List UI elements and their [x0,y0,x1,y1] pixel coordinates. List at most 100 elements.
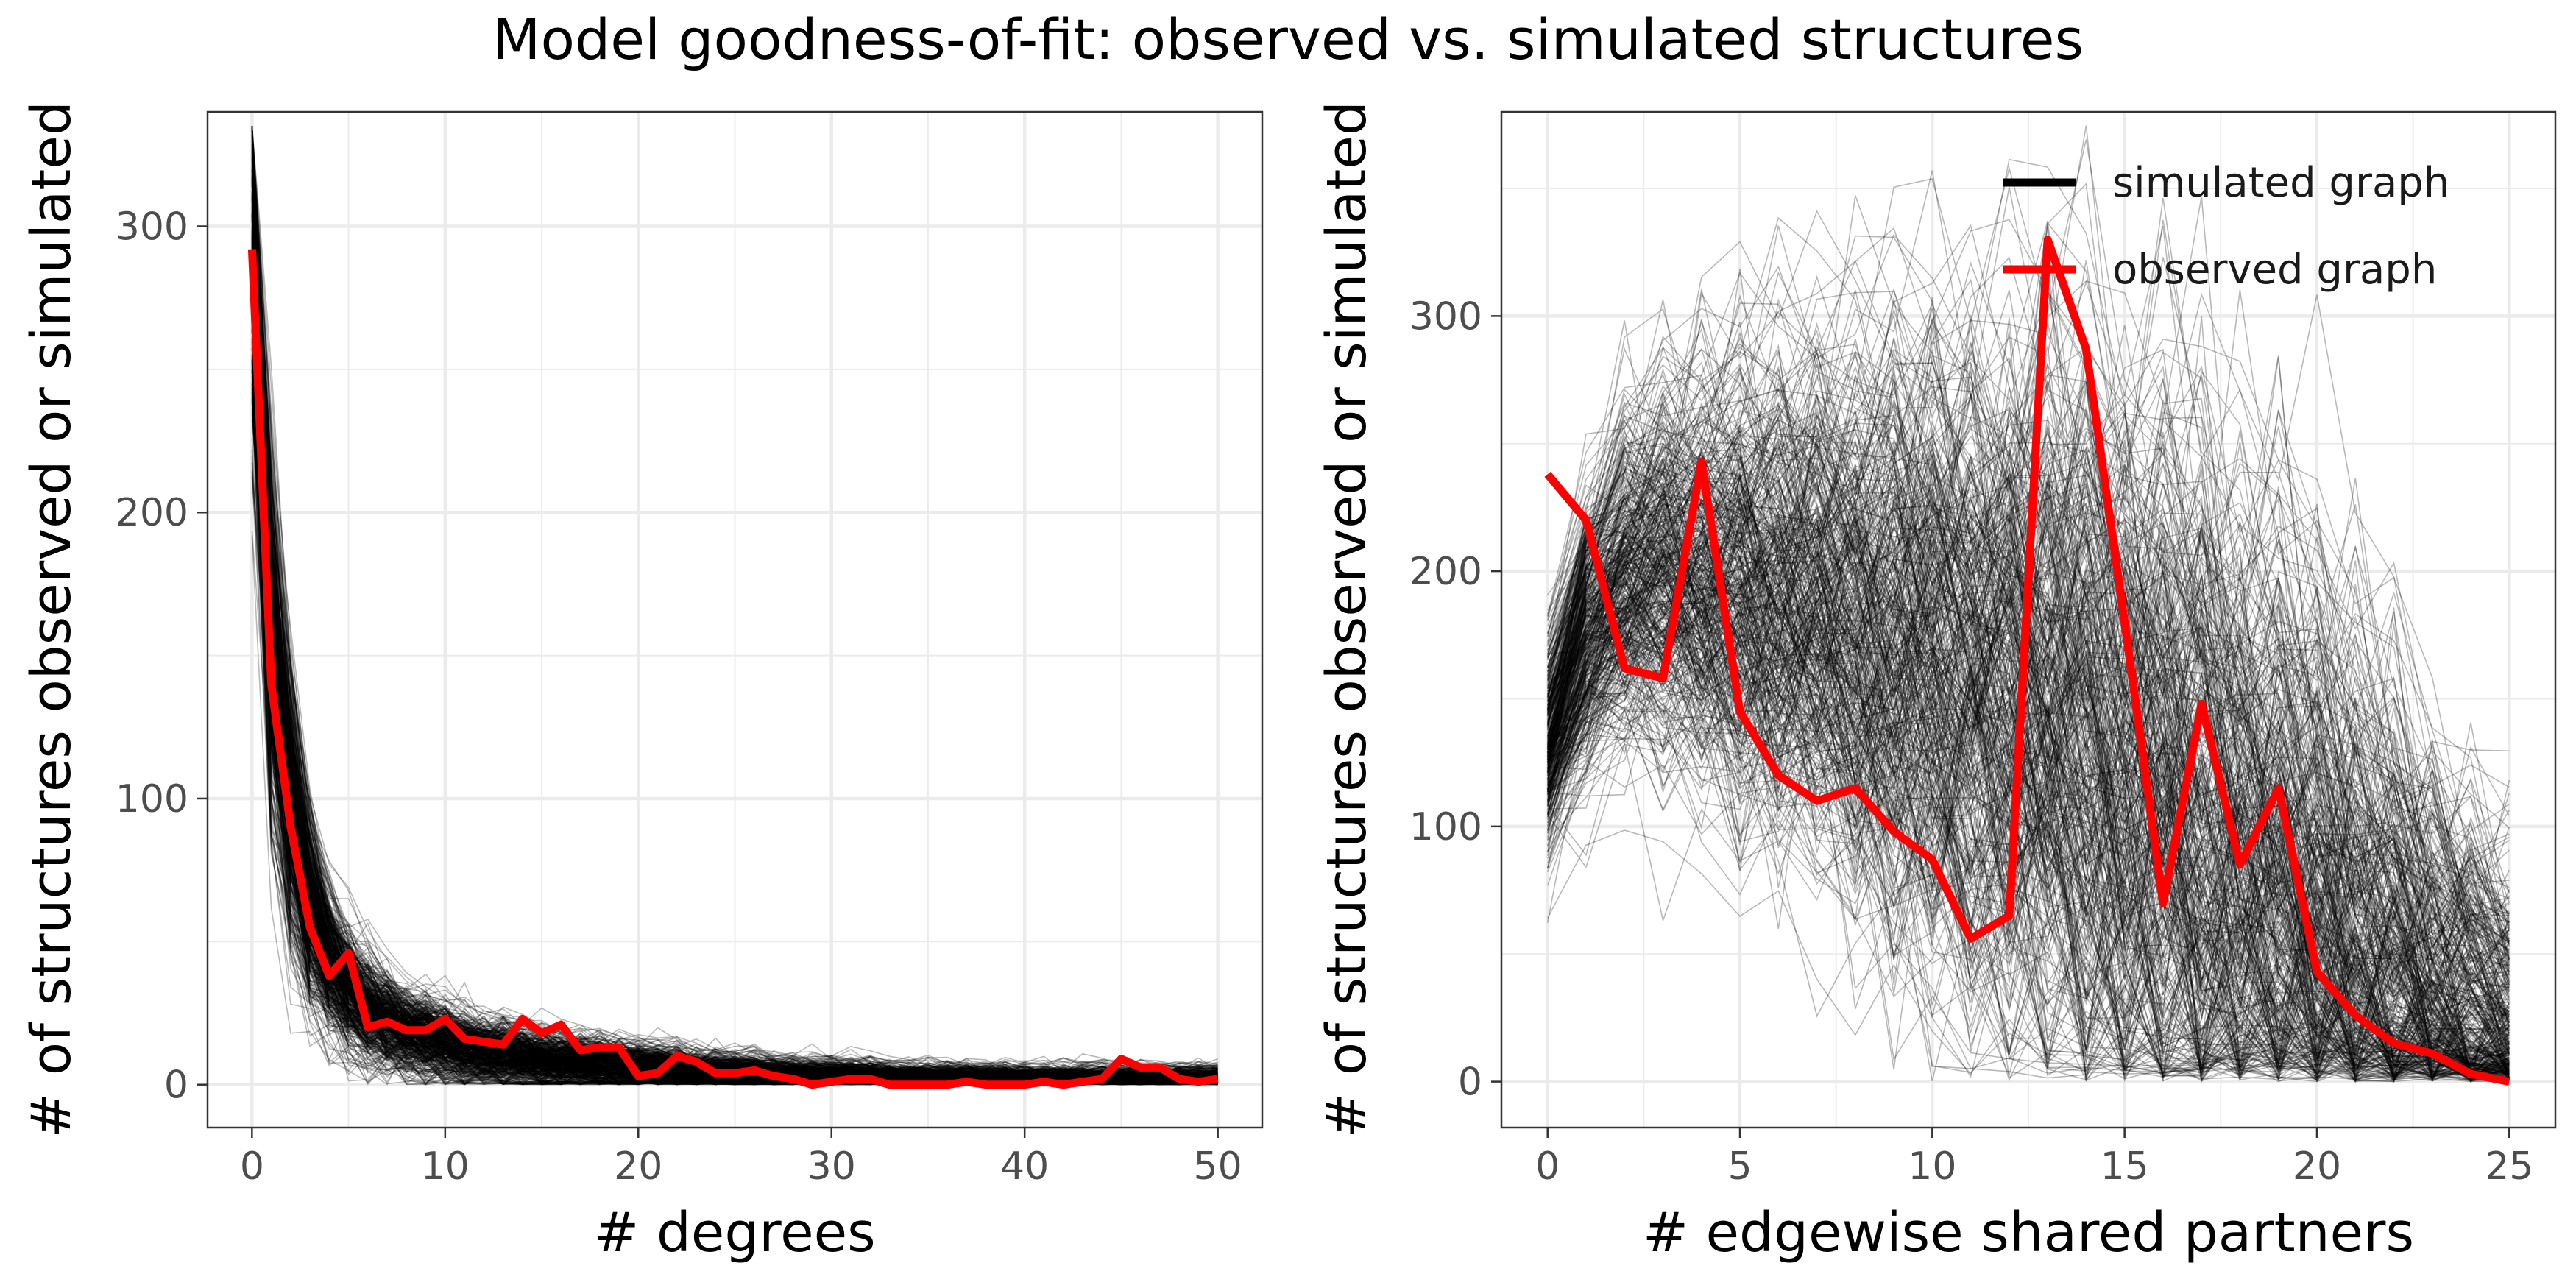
ticks [197,225,1219,1138]
simulated-line [1546,523,2510,1080]
simulated-line [1546,600,2510,1080]
simulated-line [251,126,1218,1080]
simulated-line [251,160,1218,1083]
simulated-line [1546,583,2510,1083]
simulated-line [1546,432,2510,1053]
simulated-line [1546,675,2510,1080]
simulated-line [1547,483,2510,1079]
simulated-line [1547,532,2510,1078]
simulated-line [1547,587,2510,1077]
simulated-line [251,126,1218,1079]
simulated-line [1546,259,2510,940]
simulated-line [1547,579,2510,1075]
simulated-line [1546,512,2510,1008]
simulated-line [1546,139,2510,788]
simulated-line [251,196,1218,1082]
simulated-line [251,144,1218,1084]
simulated-line [1546,289,2510,964]
simulated-line [251,216,1218,1083]
simulated-line [251,292,1218,1086]
simulated-line [1546,507,2510,1075]
simulated-line [251,126,1218,1084]
simulated-line [251,235,1218,1085]
simulated-line [1546,566,2510,1080]
simulated-line [251,176,1218,1080]
simulated-line [1546,588,2510,1083]
simulated-line [1546,378,2510,960]
right-panel: 0 5 10 15 20 25 0 100 200 300 # edgewise shared p… [1315,101,2557,1264]
simulated-line [1546,465,2510,1081]
simulated-line [1546,534,2510,1083]
simulated-line [251,142,1218,1078]
simulated-line [1546,386,2510,956]
simulated-line [251,126,1218,1072]
simulated-line [251,126,1218,1082]
simulated-line [1546,717,2510,1080]
simulated-line [1546,322,2510,955]
simulated-line [1547,582,2510,1075]
simulated-line [1546,709,2510,1079]
simulated-line [1546,588,2510,1077]
simulated-line [1546,317,2510,1010]
simulated-line [1546,219,2510,949]
simulated-line [1546,643,2510,1081]
simulated-line [1547,472,2510,1081]
simulated-line [1547,632,2510,1083]
simulated-line [251,127,1218,1083]
simulated-line [251,126,1218,1079]
simulated-line [1546,545,2510,1075]
simulated-line [1546,414,2510,1055]
simulated-line [251,126,1218,1072]
simulated-line [1546,209,2510,888]
simulated-line [1547,563,2510,1082]
simulated-line [251,182,1218,1080]
simulated-line [251,155,1218,1084]
simulated-line [251,126,1218,1082]
simulated-line [1546,360,2510,1014]
simulated-line [1546,297,2510,1033]
simulated-line [251,280,1218,1082]
simulated-line [251,178,1218,1080]
simulated-line [1547,650,2510,1078]
simulated-line [1546,536,2510,1082]
simulated-line [251,181,1218,1082]
simulated-line [1546,328,2510,1028]
left-panel: 0 10 20 30 40 50 0 100 200 300 # degrees # of str… [20,101,1264,1264]
simulated-line [251,136,1218,1086]
simulated-line [1546,443,2510,1031]
simulated-line [1546,442,2510,1067]
simulated-line [1547,638,2510,1081]
simulated-line [251,174,1218,1086]
simulated-line [1546,682,2510,1078]
simulated-line [1546,518,2510,1078]
x-tick-label: 30 [807,1144,856,1189]
simulated-line [251,163,1219,1078]
simulated-line [251,225,1218,1080]
simulated-line [1546,534,2510,1075]
simulated-line [1546,275,2510,905]
simulated-line [1546,580,2510,1078]
simulated-line [251,130,1218,1078]
simulated-line [1546,537,2510,1058]
simulated-line [251,126,1218,1070]
simulated-line [1546,410,2510,1055]
simulated-line [251,126,1218,1071]
x-tick-label: 10 [1908,1144,1956,1189]
simulated-line [1546,829,2510,1075]
simulated-line [251,231,1218,1086]
simulated-line [1546,600,2510,1080]
simulated-line [251,247,1218,1081]
simulated-line [251,126,1218,1085]
simulated-line [1546,289,2510,941]
simulated-line [1546,448,2510,1069]
simulated-line [1546,458,2510,1005]
simulated-line [1547,514,2510,1058]
simulated-line [1546,625,2510,1082]
x-tick-label: 0 [240,1144,264,1189]
simulated-line [1547,480,2510,1078]
simulated-line [251,126,1218,1070]
simulated-line [1546,390,2510,1054]
simulated-line [1546,598,2510,1080]
simulated-line [1547,539,2510,1058]
simulated-line [1547,509,2510,1080]
